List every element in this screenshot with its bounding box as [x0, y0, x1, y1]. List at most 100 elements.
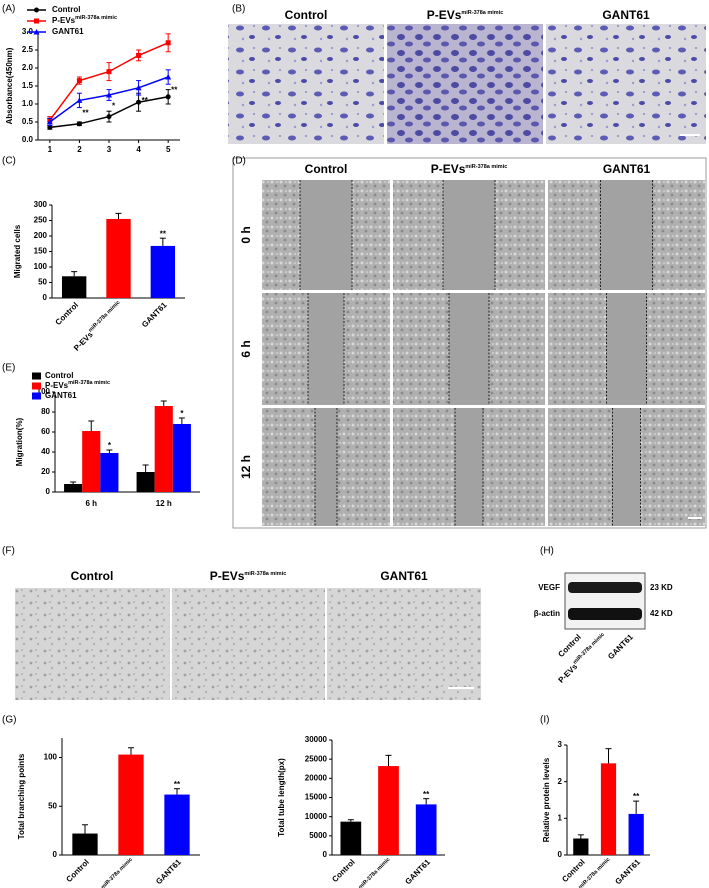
legend-label-sup: miR-378a mimic: [75, 15, 117, 21]
micrograph: [387, 24, 543, 144]
y-axis-label: Absorbance(450nm): [5, 47, 14, 124]
column-header: GANT61: [602, 8, 650, 22]
y-tick-label: 25000: [305, 754, 328, 763]
micrograph: [15, 588, 170, 700]
marker: [165, 94, 171, 100]
y-tick-label: 0: [558, 850, 563, 859]
significance: *: [108, 441, 112, 450]
panel-label: (E): [2, 363, 15, 374]
wound-area: [606, 293, 647, 405]
marker: [34, 7, 39, 13]
x-tick-label: Control: [330, 858, 356, 884]
legend-label: Control: [45, 371, 73, 380]
significance: *: [112, 102, 116, 111]
legend-swatch: [32, 382, 41, 390]
legend-swatch: [32, 372, 41, 380]
y-axis-label: Relative protein levels: [542, 757, 551, 842]
significance: **: [174, 780, 181, 789]
bar: [164, 794, 190, 855]
column-header: Control: [71, 569, 114, 583]
marker: [165, 74, 172, 80]
blot-band: [568, 608, 642, 620]
bar: [600, 763, 617, 855]
bar: [136, 472, 155, 492]
column-header: Control: [285, 8, 328, 22]
y-tick-label: 20000: [305, 773, 328, 782]
legend-label: GANT61: [45, 391, 77, 400]
y-tick-label: 200: [34, 231, 48, 240]
y-axis-label: Migration(%): [15, 417, 24, 466]
wound-area: [443, 180, 495, 290]
x-tick-label: P-EVsmiR-378a mimic: [72, 300, 125, 353]
wound-area: [600, 180, 653, 290]
x-tick-label: 4: [136, 145, 141, 154]
y-tick-label: 60: [41, 427, 50, 436]
panel-label: (I): [540, 715, 549, 726]
x-tick-label: 3: [107, 145, 112, 154]
wound-area: [612, 408, 641, 526]
significance: **: [160, 229, 167, 238]
y-tick-label: 15000: [305, 793, 328, 802]
panel-label: (F): [2, 546, 15, 557]
panel-label: (H): [540, 546, 554, 557]
panel-label: (A): [2, 4, 15, 15]
marker: [76, 78, 82, 84]
bar: [106, 218, 131, 298]
y-tick-label: 300: [34, 200, 48, 209]
y-tick-label: 80: [41, 407, 50, 416]
band-label: VEGF: [538, 583, 560, 592]
x-tick-label-sup: miR-378a mimic: [358, 857, 392, 888]
x-tick-label-sup: miR-378a mimic: [100, 857, 134, 888]
y-tick-label: 5000: [309, 831, 327, 840]
bar: [628, 813, 644, 855]
column-header-sup: miR-378a mimic: [244, 571, 286, 577]
lane-label: P-EVsmiR-378a mimic: [556, 632, 609, 685]
column-header: GANT61: [603, 162, 651, 176]
y-tick-label: 100: [34, 262, 48, 271]
wound-area: [308, 293, 344, 405]
panel-label: (G): [2, 715, 16, 726]
x-tick-label: Control: [560, 858, 586, 884]
legend-label: P-EVsmiR-378a mimic: [45, 380, 110, 390]
bar: [118, 754, 144, 855]
marker: [165, 40, 171, 46]
micrograph: [228, 24, 384, 144]
x-tick-label: GANT61: [613, 857, 642, 886]
micrograph: [546, 24, 706, 144]
marker: [136, 52, 142, 58]
y-tick-label: 20: [41, 467, 50, 476]
y-tick-label: 0: [43, 293, 48, 302]
bar: [82, 431, 101, 492]
y-tick-label: 40: [41, 447, 50, 456]
significance: *: [180, 409, 184, 418]
y-tick-label: 2.0: [22, 63, 34, 72]
y-tick-label: 3: [558, 740, 563, 749]
band-label: β-actin: [534, 609, 560, 618]
bar: [61, 276, 87, 298]
column-header: P-EVsmiR-378a mimic: [431, 162, 508, 176]
y-tick-label: 250: [34, 216, 48, 225]
image-panels: [15, 24, 707, 700]
legend-swatch: [32, 392, 41, 400]
y-tick-label: 1.5: [22, 81, 34, 90]
legend-label-main: P-EVs: [45, 381, 69, 390]
bar: [378, 766, 399, 855]
panel-frame: [232, 157, 707, 529]
marker: [76, 121, 82, 127]
significance: **: [82, 109, 89, 118]
significance: **: [171, 85, 178, 94]
blot-band: [568, 582, 642, 593]
bar: [154, 406, 173, 492]
y-tick-label: 2: [558, 777, 563, 786]
x-tick-label: 1: [48, 145, 53, 154]
x-tick-label: 6 h: [85, 499, 97, 508]
bar: [100, 453, 119, 492]
row-header: 0 h: [239, 226, 253, 243]
wound-area: [449, 293, 489, 405]
x-tick-label: GANT61: [140, 300, 169, 329]
micrograph: [327, 588, 481, 700]
legend-label: Control: [52, 5, 80, 14]
x-tick-label: GANT61: [154, 857, 183, 886]
bar: [415, 804, 437, 855]
legend-label: P-EVsmiR-378a mimic: [52, 15, 117, 25]
